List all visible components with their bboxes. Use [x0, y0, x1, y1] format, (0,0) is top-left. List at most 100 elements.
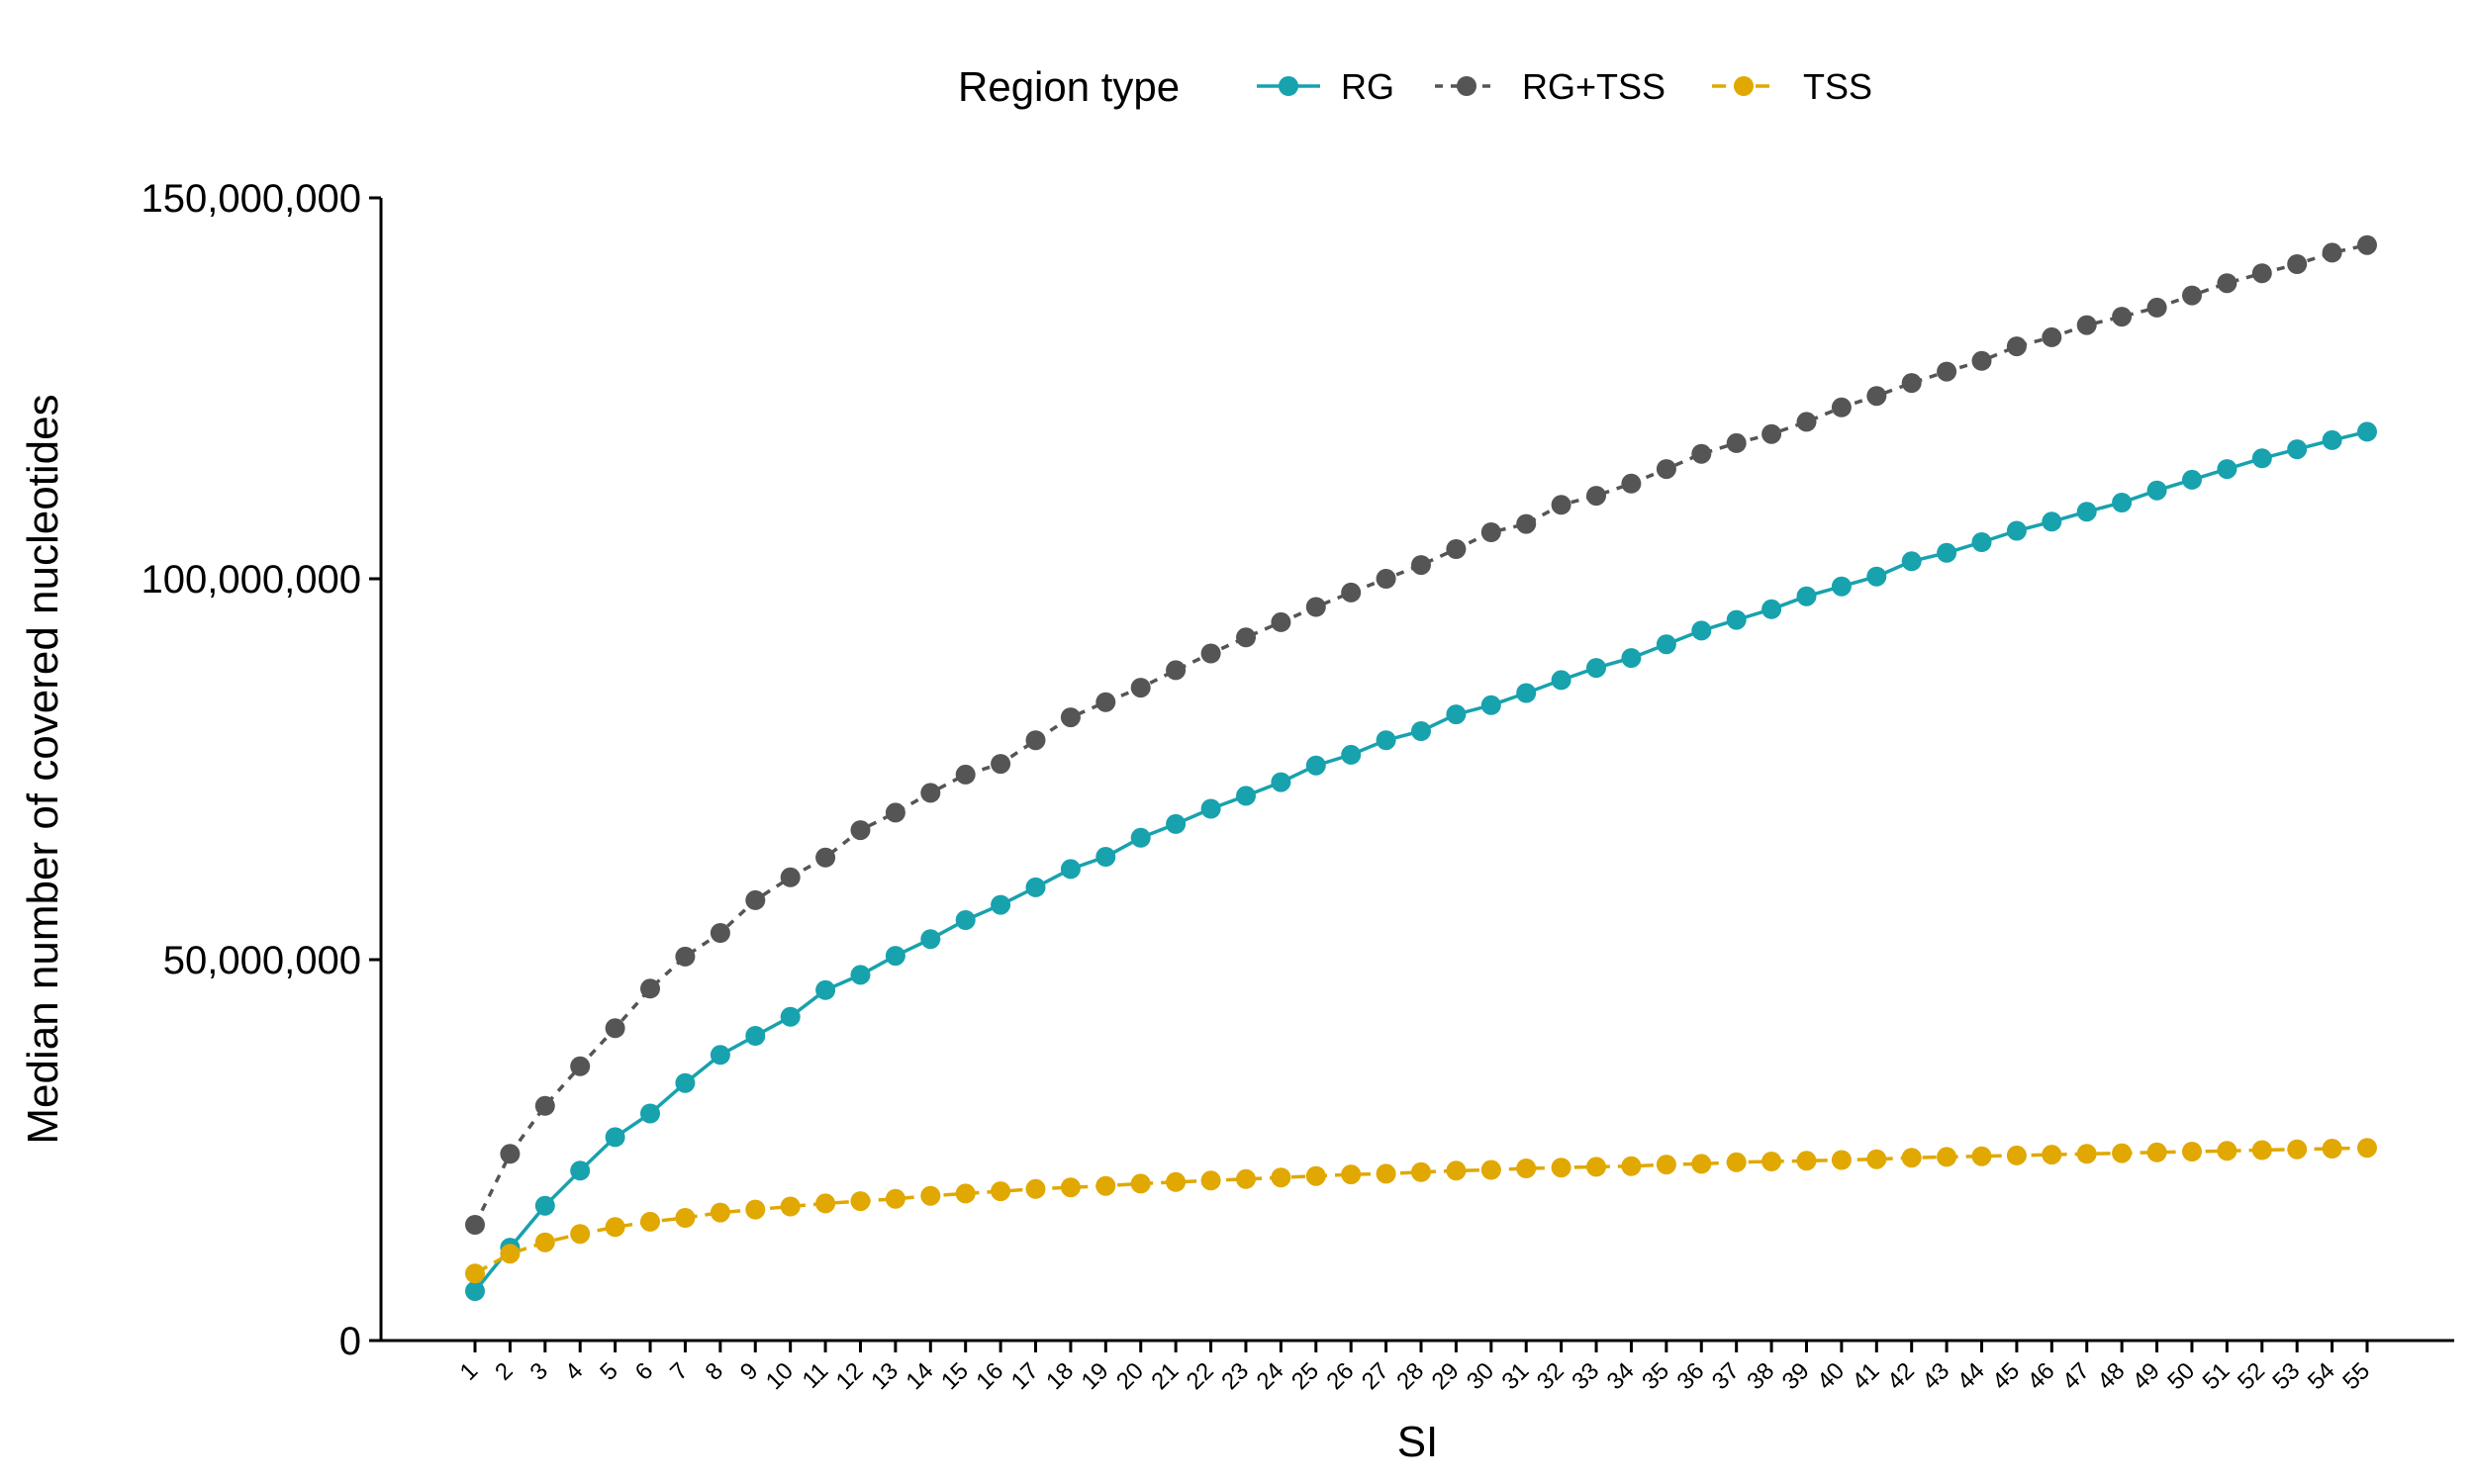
x-tick-label: 23 — [1216, 1357, 1254, 1395]
data-point-tss — [675, 1208, 696, 1228]
x-tick-label: 3 — [525, 1357, 554, 1386]
x-tick-label: 30 — [1462, 1357, 1499, 1395]
data-point-rg — [1691, 620, 1712, 641]
data-point-rg — [2006, 520, 2027, 541]
data-point-rg-tss — [2042, 326, 2062, 347]
data-point-rg-tss — [2146, 297, 2167, 318]
x-tick-label: 45 — [1987, 1357, 2025, 1395]
data-point-rg-tss — [1200, 643, 1221, 664]
data-point-tss — [2322, 1139, 2342, 1159]
data-point-tss — [2112, 1143, 2133, 1163]
data-point-rg — [2287, 439, 2308, 460]
data-point-tss — [815, 1193, 836, 1214]
series-rg — [465, 421, 2377, 1301]
data-point-rg — [955, 910, 976, 930]
x-tick-label: 12 — [831, 1357, 869, 1395]
data-point-rg-tss — [1025, 730, 1046, 751]
x-tick-label: 31 — [1496, 1357, 1534, 1395]
x-tick-label: 48 — [2092, 1357, 2130, 1395]
x-tick-label: 24 — [1252, 1357, 1289, 1395]
data-point-tss — [1236, 1168, 1256, 1189]
data-point-rg-tss — [1480, 522, 1501, 542]
data-point-rg-tss — [1305, 597, 1326, 617]
x-tick-label: 55 — [2337, 1357, 2375, 1395]
data-point-rg — [1025, 877, 1046, 897]
x-tick-label: 13 — [866, 1357, 904, 1395]
y-tick-label: 50,000,000 — [163, 939, 361, 982]
x-tick-label: 11 — [798, 1357, 834, 1394]
x-tick-label: 27 — [1357, 1357, 1394, 1395]
data-point-tss — [1341, 1164, 1362, 1185]
x-tick-label: 21 — [1146, 1357, 1184, 1395]
data-point-rg-tss — [815, 847, 836, 868]
data-point-rg — [1971, 532, 1992, 552]
data-point-rg — [2146, 480, 2167, 501]
y-tick-label: 150,000,000 — [142, 177, 361, 221]
data-point-rg-tss — [780, 867, 801, 887]
x-tick-label: 53 — [2267, 1357, 2305, 1395]
data-point-rg-tss — [2357, 234, 2377, 255]
legend: Region type RG RG+TSS TSS — [958, 63, 1872, 110]
legend-key-point-rg-tss — [1457, 76, 1476, 96]
data-point-rg-tss — [920, 783, 941, 803]
y-axis-title: Median number of covered nucleotides — [19, 394, 67, 1144]
x-tick-label: 15 — [936, 1357, 974, 1395]
data-point-tss — [640, 1211, 660, 1232]
data-point-rg-tss — [1236, 627, 1256, 648]
x-tick-label: 6 — [630, 1357, 659, 1386]
data-point-rg-tss — [2287, 254, 2308, 274]
x-tick-label: 43 — [1917, 1357, 1954, 1395]
data-point-rg — [2322, 429, 2342, 450]
data-point-rg-tss — [1341, 582, 1362, 603]
data-point-rg — [605, 1127, 625, 1148]
data-point-rg-tss — [1621, 473, 1642, 494]
x-tick-label: 4 — [560, 1357, 589, 1386]
data-point-rg — [2251, 448, 2272, 469]
data-point-rg — [1060, 859, 1081, 880]
data-point-rg — [991, 894, 1011, 915]
legend-label-rg-tss: RG+TSS — [1522, 66, 1665, 107]
data-point-tss — [780, 1196, 801, 1217]
data-point-tss — [1726, 1152, 1747, 1172]
data-point-tss — [1866, 1149, 1887, 1169]
x-tick-label: 22 — [1182, 1357, 1219, 1395]
data-point-rg-tss — [1761, 423, 1782, 444]
data-point-rg-tss — [1446, 539, 1467, 559]
x-tick-label: 17 — [1006, 1357, 1044, 1395]
data-point-rg — [850, 965, 871, 985]
data-point-tss — [2287, 1139, 2308, 1159]
x-tick-label: 37 — [1707, 1357, 1745, 1395]
data-point-rg — [1200, 798, 1221, 819]
x-tick-label: 54 — [2303, 1357, 2340, 1395]
data-point-rg — [1095, 847, 1116, 867]
data-point-rg-tss — [2006, 336, 2027, 357]
data-point-rg-tss — [1831, 397, 1852, 417]
x-tick-label: 42 — [1882, 1357, 1920, 1395]
x-tick-label: 18 — [1041, 1357, 1079, 1395]
data-point-tss — [1796, 1151, 1817, 1171]
x-tick-label: 2 — [490, 1357, 519, 1386]
data-point-tss — [2076, 1144, 2097, 1164]
data-point-tss — [605, 1217, 625, 1238]
data-point-tss — [1166, 1171, 1187, 1192]
data-point-rg-tss — [1971, 350, 1992, 371]
data-point-rg — [1726, 609, 1747, 630]
data-point-rg — [2182, 469, 2202, 490]
y-axis-ticks: 0 50,000,000 100,000,000 150,000,000 — [142, 177, 381, 1363]
data-point-rg-tss — [1691, 443, 1712, 464]
data-point-rg — [570, 1160, 591, 1181]
series-rg-tss — [465, 234, 2377, 1235]
data-point-rg — [1446, 704, 1467, 725]
data-point-rg-tss — [500, 1144, 521, 1164]
data-point-rg-tss — [465, 1215, 485, 1235]
x-tick-label: 33 — [1567, 1357, 1604, 1395]
legend-title: Region type — [958, 63, 1180, 110]
data-point-tss — [2042, 1145, 2062, 1165]
data-point-tss — [1516, 1159, 1537, 1178]
x-tick-label: 5 — [595, 1357, 623, 1386]
data-point-rg — [710, 1045, 730, 1066]
data-point-tss — [991, 1181, 1011, 1202]
data-point-tss — [1901, 1148, 1922, 1168]
data-point-rg — [1586, 658, 1606, 679]
data-point-rg — [1551, 670, 1571, 691]
